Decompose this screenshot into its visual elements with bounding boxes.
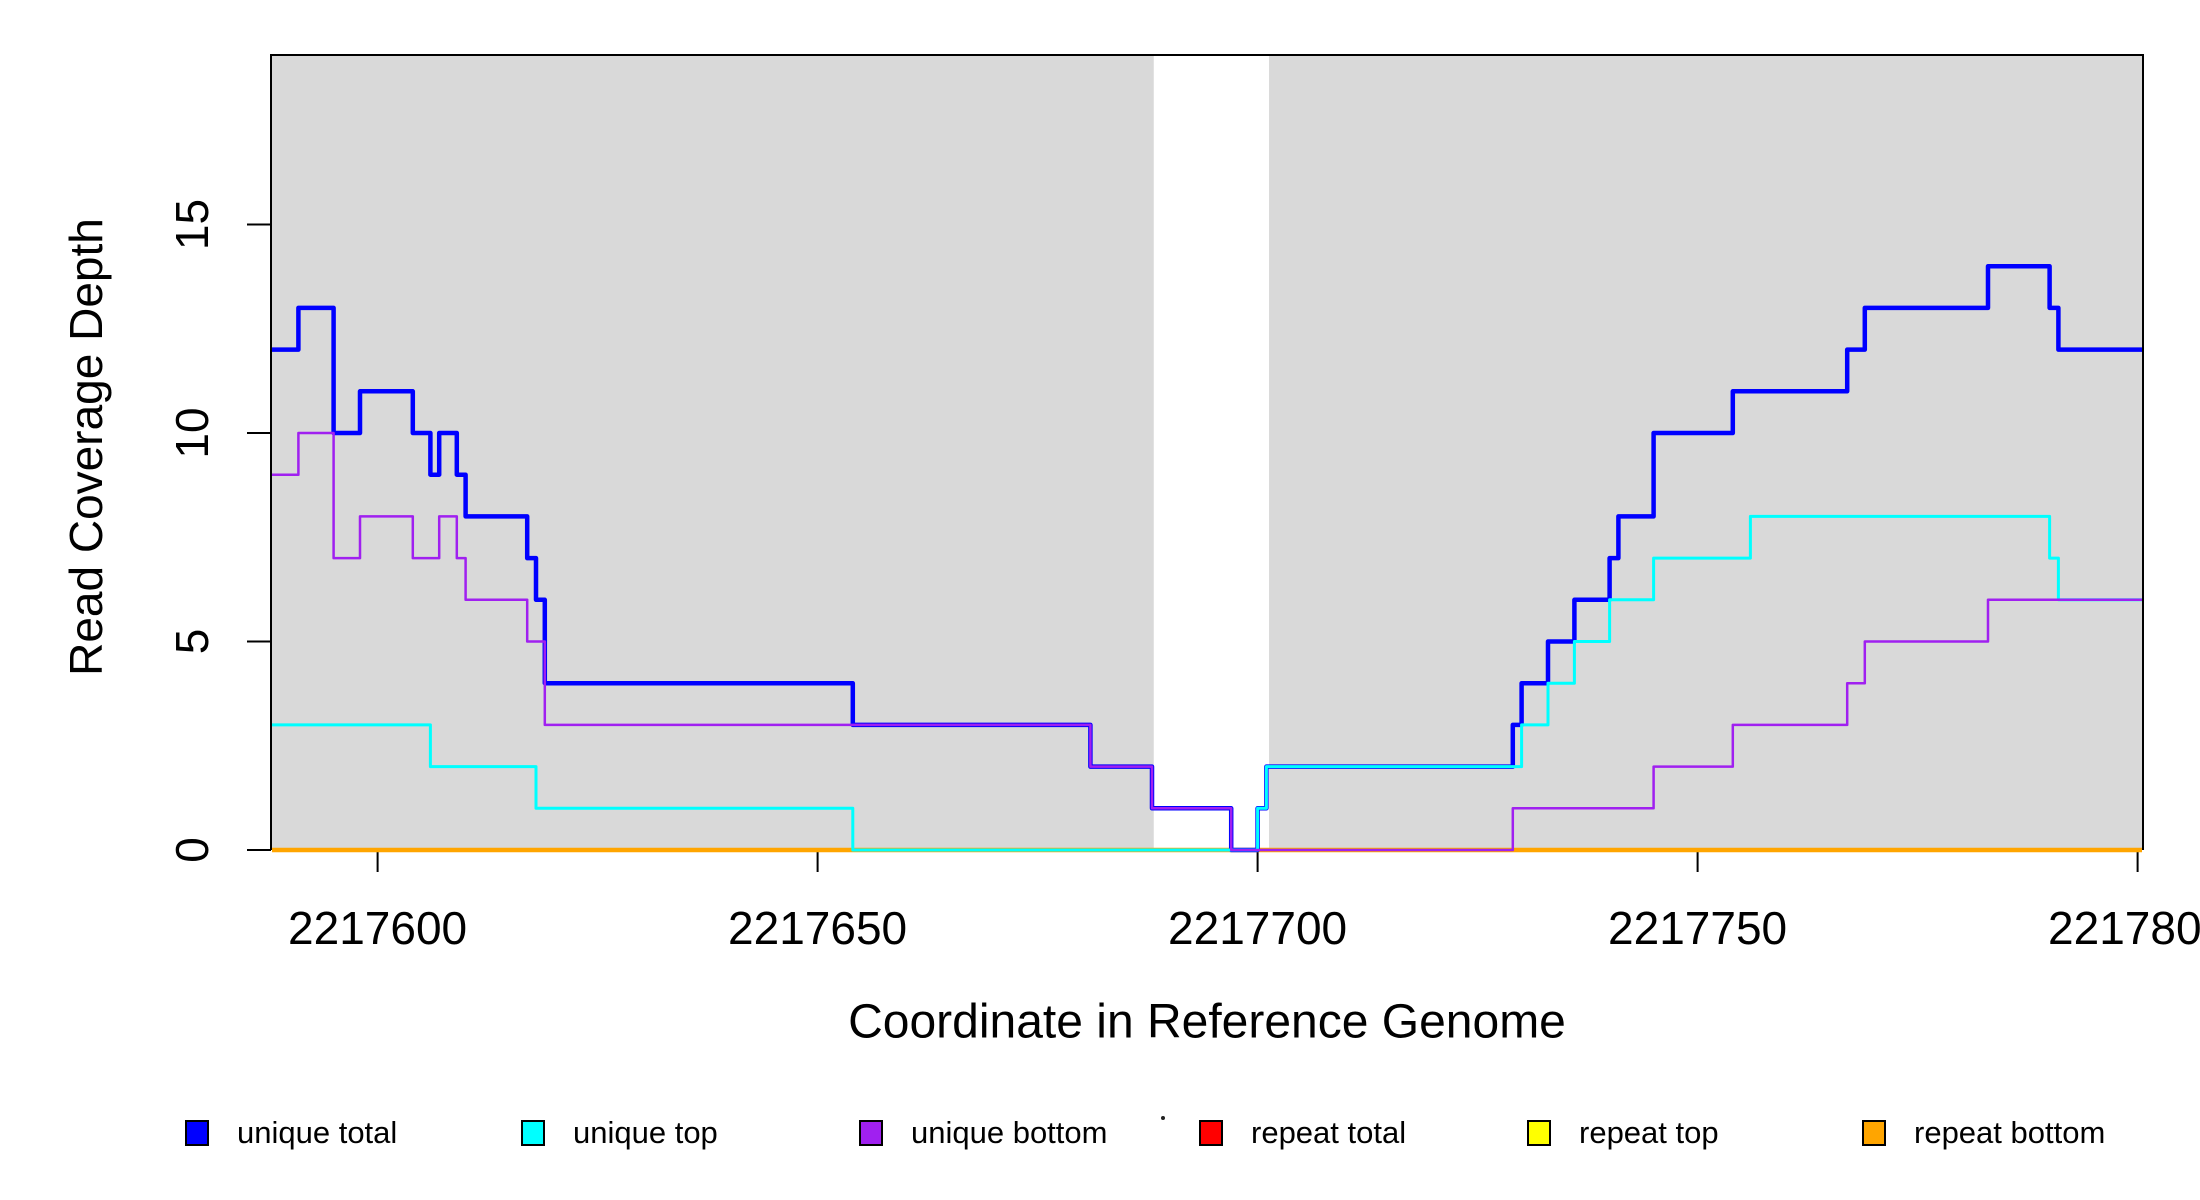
series-line-unique-bottom [272,431,2142,852]
y-tick-label-15: 15 [166,199,218,250]
y-tick-label-0: 0 [166,837,218,863]
x-tick-label-2217600: 2217600 [288,902,467,954]
background-band-1 [1269,56,2142,848]
background-band-0 [272,56,1154,848]
x-tick-label-2217700: 2217700 [1168,902,1347,954]
x-axis-title: Coordinate in Reference Genome [848,995,1566,1049]
y-tick-label-10: 10 [166,407,218,458]
y-tick-label-5: 5 [166,629,218,655]
stray-point-marker [1161,1116,1165,1120]
x-tick-label-2217750: 2217750 [1608,902,1787,954]
y-axis-title: Read Coverage Depth [60,218,112,676]
x-tick-label-2217650: 2217650 [728,902,907,954]
series-line-unique-top [272,514,2142,852]
